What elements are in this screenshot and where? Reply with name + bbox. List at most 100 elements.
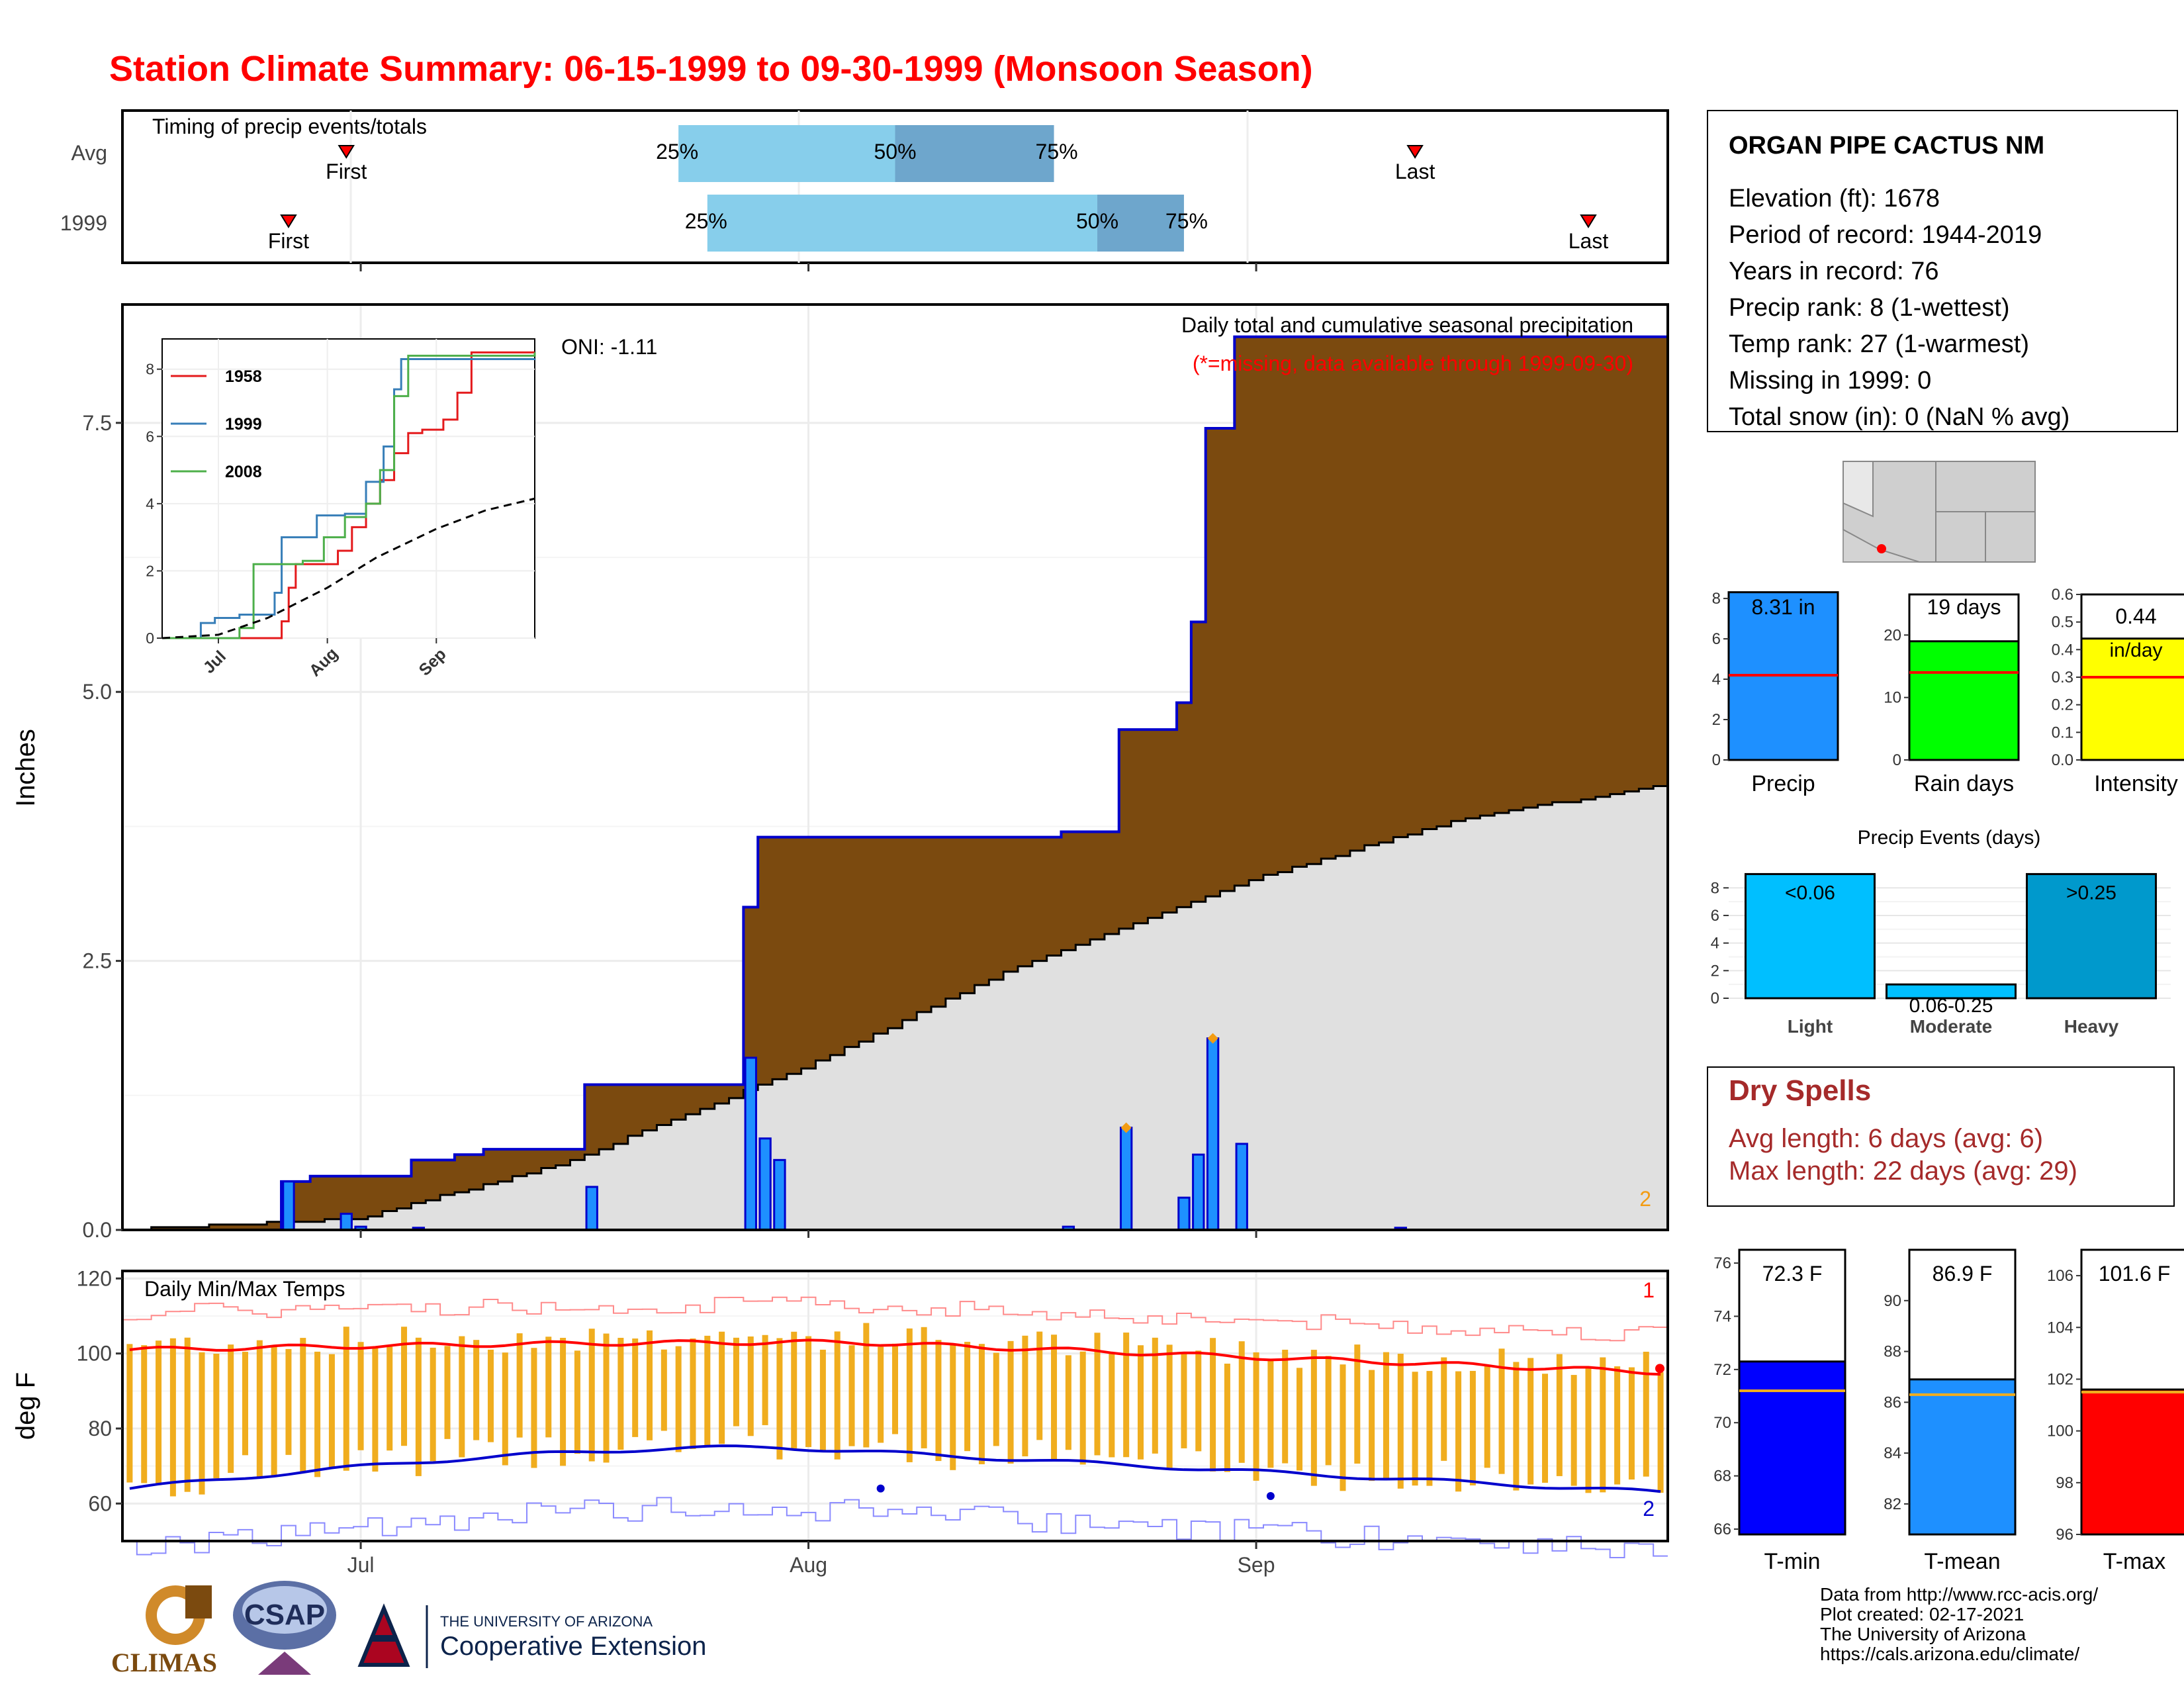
timing-iqr-high-1 — [1097, 195, 1184, 252]
page-title: Station Climate Summary: 06-15-1999 to 0… — [109, 49, 1313, 89]
inset-ytick-1: 2 — [146, 562, 154, 579]
daily-temp-bar-18 — [387, 1346, 393, 1451]
daily-temp-bar-2 — [156, 1340, 162, 1485]
daily-temp-bar-1 — [141, 1345, 148, 1483]
daily-temp-bar-31 — [574, 1350, 580, 1454]
daily-temp-bar-102 — [1600, 1357, 1606, 1493]
month-label-1: Aug — [790, 1553, 827, 1577]
daily-precip-bar-12 — [1206, 1037, 1220, 1231]
daily-temp-bar-71 — [1152, 1337, 1158, 1454]
summary-tick-2-2: 0.2 — [2052, 696, 2073, 714]
daily-temp-bar-11 — [285, 1348, 292, 1455]
precip-ytick-3: 7.5 — [83, 411, 112, 435]
temp-panel: Daily Min/Max Temps 1 2 deg F 60 80 100 120 — [11, 1266, 1669, 1558]
daily-temp-bar-64 — [1051, 1335, 1058, 1461]
record-low-marker-1 — [876, 1484, 885, 1493]
daily-precip-bar-7 — [773, 1158, 786, 1231]
ua-logo: THE UNIVERSITY OF ARIZONA Cooperative Ex… — [357, 1603, 706, 1668]
temp-summary-tick-2-3: 102 — [2047, 1370, 2073, 1388]
station-name: ORGAN PIPE CACTUS NM — [1729, 132, 2044, 160]
precip-ytick-1: 2.5 — [83, 949, 112, 973]
event-category-2: Heavy — [2064, 1016, 2119, 1037]
record-high-note: 1 — [1643, 1278, 1655, 1302]
event-bar-0 — [1745, 872, 1876, 1000]
avg-max-temp-line — [129, 1338, 1661, 1376]
daily-temp-bar-13 — [314, 1351, 321, 1477]
daily-temp-bar-19 — [401, 1327, 408, 1446]
daily-temp-bar-60 — [993, 1352, 999, 1446]
ua-line-2: Cooperative Extension — [440, 1632, 706, 1661]
event-tick-3: 6 — [1711, 907, 1719, 925]
daily-temp-bar-56 — [935, 1340, 942, 1462]
daily-temp-bar-79 — [1267, 1359, 1274, 1468]
daily-precip-bar-10 — [1177, 1196, 1191, 1231]
daily-temp-bar-30 — [560, 1338, 567, 1466]
daily-temp-bar-3 — [169, 1338, 176, 1497]
record-high-marker — [1655, 1364, 1664, 1374]
daily-temp-bar-52 — [878, 1346, 884, 1443]
daily-temp-bar-33 — [603, 1333, 610, 1463]
precip-panel: Daily total and cumulative seasonal prec… — [11, 303, 1669, 1242]
timing-p25-label-1: 25% — [685, 209, 727, 233]
daily-temp-bar-42 — [733, 1337, 739, 1427]
summary-tick-2-3: 0.3 — [2052, 669, 2073, 686]
temp-summary-tick-1-3: 88 — [1884, 1343, 1901, 1361]
station-location-dot — [1877, 544, 1886, 553]
daily-temp-bar-38 — [675, 1346, 682, 1452]
temp-summary-tick-1-2: 86 — [1884, 1393, 1901, 1411]
daily-temp-bar-25 — [487, 1349, 494, 1442]
csap-logo: CSAP — [233, 1581, 336, 1675]
daily-temp-bar-103 — [1614, 1366, 1621, 1485]
temp-summary-tick-0-5: 76 — [1713, 1254, 1731, 1272]
temp-ylabel: deg F — [11, 1372, 40, 1440]
station-line-6: Total snow (in): 0 (NaN % avg) — [1729, 403, 2070, 431]
timing-iqr-high-0 — [895, 125, 1054, 182]
event-bar-2 — [2026, 872, 2157, 1000]
summary-tick-1-0: 0 — [1893, 751, 1901, 769]
daily-temp-bar-16 — [357, 1342, 364, 1450]
station-line-3: Precip rank: 8 (1-wettest) — [1729, 294, 2009, 322]
daily-temp-bar-32 — [588, 1329, 595, 1462]
temp-summary-tick-0-1: 68 — [1713, 1468, 1731, 1485]
timing-p50-label-0: 50% — [874, 140, 916, 164]
timing-iqr-low-1 — [707, 195, 1098, 252]
event-value-label-2: >0.25 — [2066, 882, 2116, 904]
daily-temp-bar-36 — [647, 1330, 653, 1440]
timing-first-label-0: First — [326, 160, 367, 183]
summary-tick-1-1: 10 — [1884, 689, 1901, 707]
ua-line-1: THE UNIVERSITY OF ARIZONA — [440, 1613, 653, 1630]
summary-name-1: Rain days — [1914, 771, 2014, 796]
daily-temp-bar-76 — [1224, 1364, 1230, 1472]
daily-temp-bar-23 — [459, 1336, 465, 1458]
record-low-marker-2 — [1266, 1492, 1275, 1500]
footer-credits: Data from http://www.rcc-acis.org/ Plot … — [1820, 1584, 2098, 1664]
daily-temp-bar-86 — [1369, 1370, 1375, 1481]
daily-temp-bar-72 — [1166, 1344, 1173, 1468]
daily-temp-bar-92 — [1455, 1371, 1462, 1492]
summary-tick-0-1: 2 — [1712, 711, 1721, 729]
inset-ytick-3: 6 — [146, 428, 154, 445]
summary-value-label-0: 8.31 in — [1751, 595, 1815, 619]
daily-temp-bar-15 — [343, 1327, 349, 1471]
summary-value-label-1: 19 days — [1927, 595, 2001, 619]
daily-temp-bar-90 — [1426, 1371, 1433, 1486]
daily-precip-bar-6 — [758, 1137, 772, 1231]
inset-ytick-0: 0 — [146, 630, 154, 647]
inset-legend-label-1999: 1999 — [225, 415, 262, 434]
daily-temp-bar-0 — [126, 1344, 133, 1483]
event-tick-4: 8 — [1711, 879, 1719, 897]
daily-temp-bar-87 — [1383, 1352, 1389, 1479]
precip-events-chart: Precip Events (days) <0.06 Light 0.06-0.25… — [1711, 827, 2171, 1037]
daily-temp-bar-44 — [762, 1335, 768, 1425]
daily-temp-bar-43 — [747, 1336, 754, 1436]
temp-summary-tick-1-0: 82 — [1884, 1495, 1901, 1513]
station-line-4: Temp rank: 27 (1-warmest) — [1729, 330, 2029, 358]
precip-corner-note: 2 — [1639, 1187, 1651, 1211]
footer-line-2: Plot created: 02-17-2021 — [1820, 1604, 2024, 1624]
daily-precip-bar-4 — [585, 1186, 598, 1231]
daily-temp-bar-28 — [531, 1348, 537, 1468]
daily-temp-bar-22 — [444, 1346, 451, 1439]
daily-temp-bar-74 — [1195, 1350, 1202, 1452]
summary-tick-2-6: 0.6 — [2052, 586, 2073, 604]
